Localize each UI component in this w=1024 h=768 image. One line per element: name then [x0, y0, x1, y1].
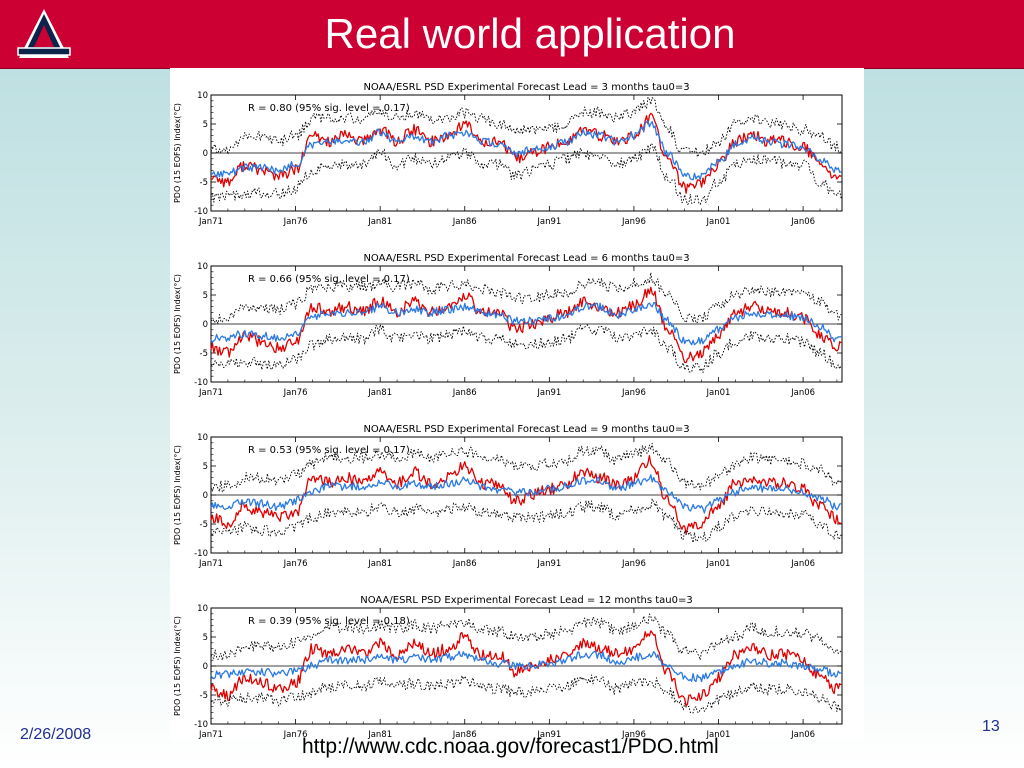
x-tick-label: Jan06	[790, 388, 815, 398]
forecast-series-line	[210, 474, 842, 514]
x-tick-label: Jan91	[536, 559, 561, 569]
lower-confidence-line	[210, 674, 842, 714]
forecast-chart-panel: NOAA/ESRL PSD Experimental Forecast Lead…	[173, 595, 843, 740]
y-tick-label: -5	[200, 349, 208, 359]
y-tick-label: -10	[194, 207, 208, 217]
observed-series-line	[210, 286, 842, 364]
y-tick-label: 5	[203, 120, 208, 130]
x-tick-label: Jan91	[536, 730, 561, 740]
y-tick-label: -5	[200, 691, 208, 701]
correlation-annotation: R = 0.66 (95% sig. level = 0.17)	[248, 274, 410, 285]
x-tick-label: Jan76	[283, 388, 308, 398]
university-a-logo-icon	[14, 6, 74, 62]
x-tick-label: Jan76	[283, 559, 308, 569]
forecast-chart-panel: NOAA/ESRL PSD Experimental Forecast Lead…	[173, 253, 843, 398]
correlation-annotation: R = 0.53 (95% sig. level = 0.17)	[248, 445, 410, 456]
x-tick-label: Jan01	[706, 730, 731, 740]
x-tick-label: Jan81	[367, 217, 392, 227]
y-tick-label: -5	[200, 178, 208, 188]
upper-confidence-line	[210, 96, 842, 158]
x-tick-label: Jan01	[706, 388, 731, 398]
y-tick-label: -5	[200, 520, 208, 530]
upper-confidence-line	[210, 442, 842, 493]
y-tick-label: -10	[194, 378, 208, 388]
forecast-series-line	[210, 120, 842, 181]
y-axis-label: PDO (15 EOFS) Index(°C)	[173, 274, 182, 374]
x-tick-label: Jan06	[790, 730, 815, 740]
x-tick-label: Jan81	[367, 388, 392, 398]
x-tick-label: Jan81	[367, 559, 392, 569]
y-tick-label: 0	[203, 491, 208, 501]
correlation-annotation: R = 0.39 (95% sig. level = 0.18)	[248, 616, 410, 627]
x-tick-label: Jan86	[452, 730, 477, 740]
y-tick-label: 0	[203, 662, 208, 672]
y-tick-label: -10	[194, 549, 208, 559]
chart-title: NOAA/ESRL PSD Experimental Forecast Lead…	[363, 253, 689, 264]
x-tick-label: Jan96	[621, 730, 646, 740]
y-tick-label: 0	[203, 320, 208, 330]
lower-confidence-line	[210, 498, 842, 544]
correlation-annotation: R = 0.80 (95% sig. level = 0.17)	[248, 103, 410, 114]
slide-title: Real world application	[324, 10, 736, 57]
observed-series-line	[210, 630, 842, 707]
x-tick-label: Jan96	[621, 559, 646, 569]
x-tick-label: Jan71	[198, 388, 223, 398]
forecast-series-line	[210, 302, 842, 346]
y-tick-label: -10	[194, 720, 208, 730]
y-axis-label: PDO (15 EOFS) Index(°C)	[173, 616, 182, 716]
y-tick-label: 10	[197, 262, 208, 272]
footer-date: 2/26/2008	[20, 726, 92, 743]
x-tick-label: Jan71	[198, 559, 223, 569]
x-tick-label: Jan06	[790, 217, 815, 227]
chart-title: NOAA/ESRL PSD Experimental Forecast Lead…	[363, 82, 689, 93]
title-bar: Real world application	[0, 0, 1024, 69]
x-tick-label: Jan86	[452, 559, 477, 569]
forecast-series-line	[210, 650, 842, 683]
y-axis-label: PDO (15 EOFS) Index(°C)	[173, 445, 182, 545]
x-tick-label: Jan86	[452, 388, 477, 398]
x-tick-label: Jan96	[621, 388, 646, 398]
x-tick-label: Jan71	[198, 730, 223, 740]
lower-confidence-line	[210, 143, 842, 205]
x-tick-label: Jan91	[536, 388, 561, 398]
forecast-chart-panel: NOAA/ESRL PSD Experimental Forecast Lead…	[173, 424, 843, 569]
lower-confidence-line	[210, 324, 842, 373]
x-tick-label: Jan76	[283, 217, 308, 227]
upper-confidence-line	[210, 613, 842, 661]
chart-title: NOAA/ESRL PSD Experimental Forecast Lead…	[363, 424, 689, 435]
chart-title: NOAA/ESRL PSD Experimental Forecast Lead…	[360, 595, 692, 606]
forecast-chart-panel: NOAA/ESRL PSD Experimental Forecast Lead…	[173, 82, 843, 227]
x-tick-label: Jan91	[536, 217, 561, 227]
x-tick-label: Jan71	[198, 217, 223, 227]
y-tick-label: 10	[197, 91, 208, 101]
y-tick-label: 5	[203, 633, 208, 643]
x-tick-label: Jan01	[706, 217, 731, 227]
y-tick-label: 10	[197, 604, 208, 614]
source-url-link[interactable]: http://www.cdc.noaa.gov/forecast1/PDO.ht…	[302, 735, 719, 758]
y-tick-label: 0	[203, 149, 208, 159]
x-tick-label: Jan86	[452, 217, 477, 227]
x-tick-label: Jan76	[283, 730, 308, 740]
y-tick-label: 10	[197, 433, 208, 443]
y-axis-label: PDO (15 EOFS) Index(°C)	[173, 103, 182, 203]
forecast-charts-svg: NOAA/ESRL PSD Experimental Forecast Lead…	[173, 82, 843, 740]
x-tick-label: Jan96	[621, 217, 646, 227]
y-tick-label: 5	[203, 462, 208, 472]
pdo-forecast-figure: NOAA/ESRL PSD Experimental Forecast Lead…	[170, 68, 864, 740]
x-tick-label: Jan01	[706, 559, 731, 569]
page-number: 13	[982, 718, 1000, 735]
y-tick-label: 5	[203, 291, 208, 301]
x-tick-label: Jan06	[790, 559, 815, 569]
x-tick-label: Jan81	[367, 730, 392, 740]
